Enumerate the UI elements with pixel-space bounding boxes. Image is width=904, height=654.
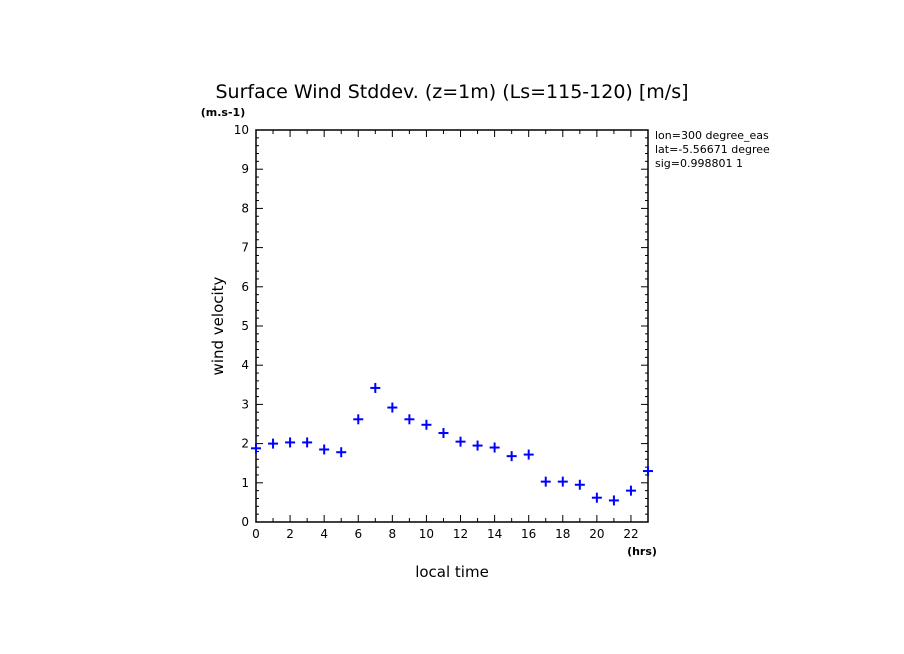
data-point bbox=[643, 466, 653, 477]
y-tick-label: 0 bbox=[241, 515, 249, 529]
plot-frame bbox=[255, 129, 649, 523]
x-tick-label: 12 bbox=[453, 527, 468, 541]
x-tick-label: 22 bbox=[623, 527, 638, 541]
data-point bbox=[302, 437, 313, 448]
data-point bbox=[574, 479, 585, 490]
x-tick-label: 0 bbox=[252, 527, 260, 541]
data-point bbox=[523, 449, 534, 460]
data-point bbox=[370, 382, 381, 393]
y-tick-label: 2 bbox=[241, 437, 249, 451]
data-point bbox=[387, 402, 398, 413]
y-axis-tick-labels: 0 1 2 3 4 5 6 7 8 9 10 bbox=[234, 123, 249, 529]
data-point bbox=[625, 485, 636, 496]
data-point bbox=[506, 451, 517, 462]
y-tick-label: 10 bbox=[234, 123, 249, 137]
y-tick-label: 7 bbox=[241, 241, 249, 255]
x-axis-title: local time bbox=[415, 563, 489, 581]
data-point bbox=[455, 436, 466, 447]
data-point bbox=[319, 444, 330, 455]
x-tick-label: 2 bbox=[286, 527, 294, 541]
info-latitude: lat=-5.56671 degree bbox=[655, 143, 770, 156]
x-tick-label: 14 bbox=[487, 527, 502, 541]
data-point bbox=[336, 447, 347, 458]
data-points bbox=[251, 382, 653, 506]
x-unit-label: (hrs) bbox=[627, 545, 657, 558]
data-point bbox=[285, 437, 296, 448]
data-point bbox=[608, 495, 619, 506]
data-point bbox=[404, 414, 415, 425]
info-longitude: lon=300 degree_eas bbox=[655, 129, 769, 142]
info-sigma: sig=0.998801 1 bbox=[655, 157, 743, 170]
data-point bbox=[353, 414, 364, 425]
x-tick-label: 4 bbox=[320, 527, 328, 541]
data-point bbox=[421, 419, 432, 430]
y-tick-label: 1 bbox=[241, 476, 249, 490]
y-tick-label: 4 bbox=[241, 358, 249, 372]
y-tick-label: 9 bbox=[241, 162, 249, 176]
x-tick-label: 8 bbox=[389, 527, 397, 541]
y-tick-label: 8 bbox=[241, 201, 249, 215]
data-point bbox=[557, 476, 568, 487]
info-annotations: lon=300 degree_eas lat=-5.56671 degree s… bbox=[655, 129, 770, 170]
x-tick-label: 16 bbox=[521, 527, 536, 541]
x-axis-tick-labels: 0 2 4 6 8 10 12 14 16 18 20 22 bbox=[252, 527, 638, 541]
axis-ticks bbox=[255, 129, 649, 523]
data-point bbox=[268, 438, 279, 449]
y-tick-label: 5 bbox=[241, 319, 249, 333]
y-tick-label: 6 bbox=[241, 280, 249, 294]
data-point bbox=[251, 443, 261, 454]
data-point bbox=[438, 428, 449, 439]
x-tick-label: 20 bbox=[589, 527, 604, 541]
y-axis-title: wind velocity bbox=[209, 276, 227, 375]
data-point bbox=[591, 492, 602, 503]
data-point bbox=[489, 442, 500, 453]
x-tick-label: 6 bbox=[354, 527, 362, 541]
x-tick-label: 18 bbox=[555, 527, 570, 541]
chart-title: Surface Wind Stddev. (z=1m) (Ls=115-120)… bbox=[215, 81, 688, 103]
x-tick-label: 10 bbox=[419, 527, 434, 541]
y-unit-label: (m.s-1) bbox=[201, 106, 245, 119]
data-point bbox=[540, 476, 551, 487]
data-point bbox=[472, 440, 483, 451]
y-tick-label: 3 bbox=[241, 397, 249, 411]
